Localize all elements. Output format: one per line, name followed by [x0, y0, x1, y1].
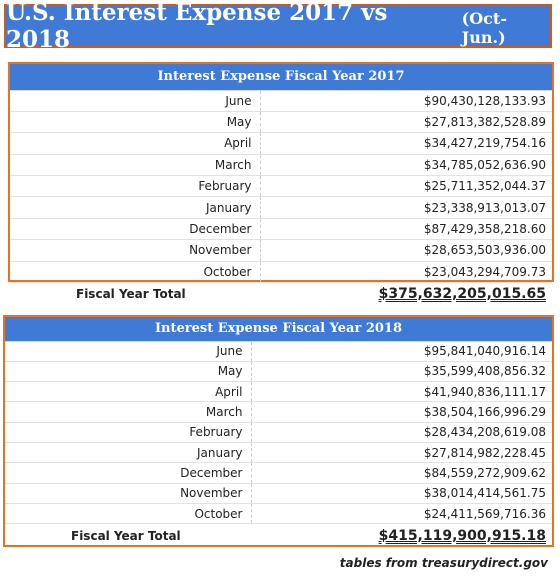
- month-cell: March: [5, 401, 252, 423]
- amount-cell: $95,841,040,916.14: [251, 341, 552, 362]
- month-cell: April: [10, 132, 261, 155]
- amount-cell: $38,504,166,996.29: [251, 401, 552, 423]
- table-row: February $28,434,208,619.08: [5, 422, 552, 443]
- month-cell: April: [5, 381, 252, 403]
- banner-title: U.S. Interest Expense 2017 vs 2018: [6, 0, 388, 53]
- amount-cell: $25,711,352,044.37: [260, 175, 552, 198]
- amount-cell: $84,559,272,909.62: [251, 462, 552, 484]
- amount-cell: $23,043,294,709.73: [260, 261, 552, 284]
- table-row: June $90,430,128,133.93: [10, 90, 552, 112]
- amount-cell: $34,785,052,636.90: [260, 154, 552, 177]
- table-fy2018: Interest Expense Fiscal Year 2018 June $9…: [3, 315, 554, 547]
- total-label: Fiscal Year Total: [71, 528, 181, 543]
- table-row: March $34,785,052,636.90: [10, 154, 552, 177]
- month-cell: November: [5, 483, 252, 504]
- total-row: Fiscal Year Total $415,119,900,915.18: [5, 524, 552, 548]
- month-cell: June: [5, 341, 252, 362]
- month-cell: March: [10, 154, 261, 177]
- amount-cell: $35,599,408,856.32: [251, 361, 552, 383]
- table-row: April $34,427,219,754.16: [10, 132, 552, 155]
- table-row: November $28,653,503,936.00: [10, 239, 552, 262]
- table-row: February $25,711,352,044.37: [10, 175, 552, 198]
- amount-cell: $87,429,358,218.60: [260, 218, 552, 241]
- amount-cell: $28,653,503,936.00: [260, 239, 552, 262]
- table-row: May $27,813,382,528.89: [10, 111, 552, 134]
- amount-cell: $34,427,219,754.16: [260, 132, 552, 155]
- amount-cell: $27,814,982,228.45: [251, 442, 552, 464]
- month-cell: June: [10, 90, 261, 112]
- month-cell: October: [10, 261, 261, 284]
- table-row: January $23,338,913,013.07: [10, 196, 552, 219]
- table-row: December $84,559,272,909.62: [5, 462, 552, 484]
- amount-cell: $27,813,382,528.89: [260, 111, 552, 134]
- month-cell: February: [10, 175, 261, 198]
- month-cell: December: [10, 218, 261, 241]
- table-row: May $35,599,408,856.32: [5, 361, 552, 383]
- month-cell: January: [10, 196, 261, 219]
- table-header: Interest Expense Fiscal Year 2018: [5, 317, 552, 342]
- amount-cell: $28,434,208,619.08: [251, 422, 552, 443]
- amount-cell: $23,338,913,013.07: [260, 196, 552, 219]
- month-cell: May: [10, 111, 261, 134]
- table-row: October $23,043,294,709.73: [10, 261, 552, 284]
- month-cell: November: [10, 239, 261, 262]
- source-credit: tables from treasurydirect.gov: [339, 556, 548, 570]
- table-row: November $38,014,414,561.75: [5, 483, 552, 504]
- amount-cell: $90,430,128,133.93: [260, 90, 552, 112]
- month-cell: February: [5, 422, 252, 443]
- month-cell: May: [5, 361, 252, 383]
- month-cell: January: [5, 442, 252, 464]
- total-row: Fiscal Year Total $375,632,205,015.65: [10, 283, 552, 305]
- table-row: June $95,841,040,916.14: [5, 341, 552, 362]
- amount-cell: $41,940,836,111.17: [251, 381, 552, 403]
- banner-subtitle: (Oct-Jun.): [461, 9, 507, 47]
- table-row: December $87,429,358,218.60: [10, 218, 552, 241]
- table-header: Interest Expense Fiscal Year 2017: [10, 64, 552, 91]
- table-fy2017: Interest Expense Fiscal Year 2017 June $9…: [8, 62, 554, 302]
- total-amount: $375,632,205,015.65: [378, 285, 546, 302]
- amount-cell: $24,411,569,716.36: [251, 503, 552, 525]
- amount-cell: $38,014,414,561.75: [251, 483, 552, 504]
- title-banner: U.S. Interest Expense 2017 vs 2018 (Oct-…: [4, 0, 552, 53]
- total-label: Fiscal Year Total: [76, 286, 186, 301]
- month-cell: October: [5, 503, 252, 525]
- table-row: January $27,814,982,228.45: [5, 442, 552, 464]
- table-row: April $41,940,836,111.17: [5, 381, 552, 403]
- total-amount: $415,119,900,915.18: [378, 527, 546, 544]
- table-row: October $24,411,569,716.36: [5, 503, 552, 525]
- table-row: March $38,504,166,996.29: [5, 401, 552, 423]
- month-cell: December: [5, 462, 252, 484]
